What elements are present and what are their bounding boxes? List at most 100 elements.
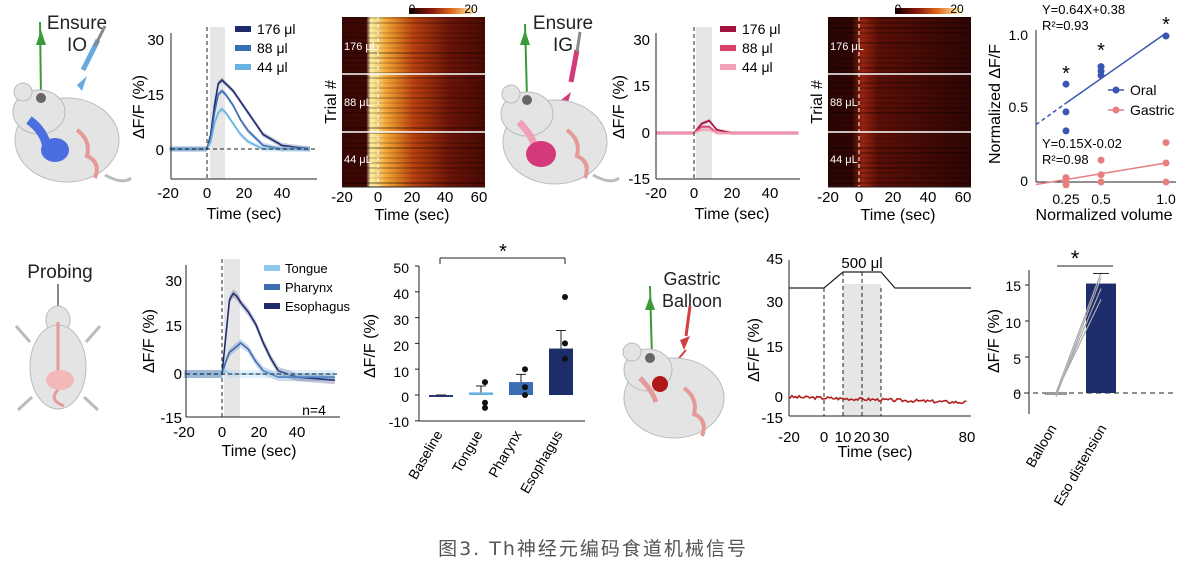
trial-row <box>828 112 971 114</box>
trial-row <box>342 32 485 34</box>
balloon-bar-chart: * 15 10 5 0 ΔF/F (%) Balloon Eso distens… <box>986 246 1175 508</box>
legend-label: 44 μl <box>742 59 773 75</box>
gastric-equation: Y=0.15X-0.02 <box>1042 136 1122 151</box>
legend-swatch-44 <box>720 64 736 70</box>
colorbar-min: 0 <box>409 2 416 16</box>
sem-band <box>169 77 310 152</box>
data-point <box>522 384 528 391</box>
y-tick-label: 0 <box>1013 386 1021 402</box>
trial-row <box>828 37 971 39</box>
row-label: 176 μL <box>344 41 378 53</box>
trial-row <box>342 137 485 139</box>
trial-row <box>342 157 485 159</box>
scatter-point-gastric <box>1097 178 1105 186</box>
x-tick-label: 20 <box>236 185 253 202</box>
legend-label: 176 μl <box>742 21 780 37</box>
trial-row <box>828 72 971 74</box>
x-tick-label: Balloon <box>1022 422 1059 470</box>
y-tick-label: -15 <box>761 410 783 427</box>
trial-row <box>828 157 971 159</box>
trial-row <box>342 122 485 124</box>
bar-esophagus <box>549 348 573 395</box>
figure-caption: 图3. Th神经元编码食道机械信号 <box>438 538 748 560</box>
oral-fit-extrapolation <box>1035 102 1067 126</box>
trial-row <box>342 82 485 84</box>
io-mouse-illustration <box>12 21 132 183</box>
oral-equation: Y=0.64X+0.38 <box>1042 2 1125 17</box>
x-tick-label: 20 <box>404 189 421 206</box>
trial-row <box>828 92 971 94</box>
trial-row <box>342 22 485 24</box>
trial-row <box>828 77 971 79</box>
y-tick-label: 5 <box>1013 351 1021 367</box>
x-tick-label: 80 <box>959 429 976 446</box>
legend-label: 176 μl <box>257 21 295 37</box>
sem-band <box>184 366 335 378</box>
x-tick-label: 20 <box>854 429 871 446</box>
io-heatmap: 0 20 176 μL 88 μL 44 μL -20 0 20 40 60 T… <box>323 2 487 224</box>
bar-eso-distension <box>1086 283 1116 393</box>
trial-row <box>828 182 971 184</box>
scatter-point-gastric <box>1162 159 1170 167</box>
y-tick-label: 30 <box>766 294 783 311</box>
trial-row <box>342 102 485 104</box>
scatter-point-oral <box>1162 32 1170 40</box>
x-tick-label: Esophagus <box>517 428 566 497</box>
trial-row <box>828 32 971 34</box>
data-point <box>522 392 528 398</box>
trial-row <box>342 72 485 74</box>
x-tick-label: 0 <box>374 189 382 206</box>
trial-row <box>828 177 971 179</box>
probing-trace-chart: 30 15 0 -15 -20 0 20 40 Time (sec) ΔF/F … <box>141 259 350 460</box>
trial-row <box>342 132 485 134</box>
trial-row <box>828 127 971 129</box>
series-line-44-μl <box>169 107 310 150</box>
x-tick-label: 40 <box>762 185 779 202</box>
balloon-title-line1: Gastric <box>663 269 721 289</box>
y-tick-label: 50 <box>393 260 409 276</box>
x-tick-label: 40 <box>437 189 454 206</box>
ig-trace-chart: 30 15 0 -15 -20 0 20 40 Time (sec) ΔF/F … <box>611 21 800 223</box>
y-axis-label: Normalized ΔF/F <box>987 44 1004 164</box>
trial-row <box>828 172 971 174</box>
trial-row <box>342 107 485 109</box>
x-tick-label: -20 <box>817 189 839 206</box>
region-bar-chart: * 50 40 30 20 10 0 -10 ΔF/F (%) Baseline… <box>362 241 585 497</box>
y-tick-label: 45 <box>766 251 783 268</box>
stimulus-window <box>210 27 225 179</box>
scatter-point-gastric <box>1097 156 1105 164</box>
legend-marker-oral <box>1112 86 1120 94</box>
x-tick-label: -20 <box>645 185 667 202</box>
legend-label: 44 μl <box>257 59 288 75</box>
paired-line <box>1055 299 1102 394</box>
stimulus-window <box>696 27 712 179</box>
scatter-point-gastric <box>1162 139 1170 147</box>
trial-row <box>342 117 485 119</box>
x-tick-label: -20 <box>157 185 179 202</box>
y-axis-label: ΔF/F (%) <box>611 75 628 139</box>
trial-row <box>342 162 485 164</box>
x-tick-label: 0.25 <box>1052 191 1079 207</box>
trial-row <box>342 57 485 59</box>
bar-tongue <box>469 392 493 395</box>
balloon-title: Gastric Balloon <box>652 268 732 312</box>
legend-swatch-176 <box>720 26 736 32</box>
volume-scatter-chart: 1.0 0.5 0 0.25 0.5 1.0 Normalized volume… <box>987 2 1176 224</box>
y-tick-label: -15 <box>160 410 182 427</box>
y-tick-label: 0.5 <box>1009 99 1029 115</box>
series-line-Esophagus <box>184 292 335 381</box>
io-trace-chart: 30 15 0 -20 0 20 40 Time (sec) ΔF/F (%) … <box>132 21 317 223</box>
trial-row <box>342 42 485 44</box>
x-tick-label: 0 <box>855 189 863 206</box>
balloon-trace-line <box>788 394 967 405</box>
y-tick-label: 20 <box>393 338 409 354</box>
y-tick-label: 10 <box>1005 315 1021 331</box>
trial-row <box>342 62 485 64</box>
y-tick-label: 1.0 <box>1009 27 1029 43</box>
y-tick-label: 10 <box>393 364 409 380</box>
legend-swatch-esophagus <box>264 303 280 309</box>
ig-mouse-illustration <box>500 23 620 185</box>
stimulus-label: 500 μl <box>841 255 882 272</box>
row-label: 44 μL <box>344 154 372 166</box>
trial-row <box>342 87 485 89</box>
